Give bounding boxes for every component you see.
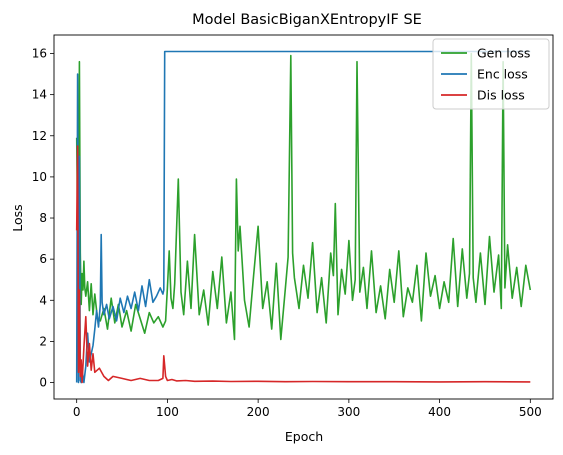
y-tick-label: 12 (32, 129, 47, 143)
axes-frame (53, 34, 554, 400)
series-line-2 (75, 145, 531, 384)
axis-ticks: 0 100 200 300 400 500 0 2 4 6 8 10 12 14 16 (32, 47, 542, 419)
x-tick-label: 0 (73, 405, 81, 419)
legend: Gen loss Enc loss Dis loss (432, 38, 550, 110)
y-tick-label: 16 (32, 47, 47, 61)
series-line-1 (75, 50, 531, 384)
legend-label: Enc loss (477, 67, 528, 82)
y-tick-label: 4 (39, 293, 47, 307)
x-tick-label: 200 (247, 405, 270, 419)
legend-box (432, 38, 550, 110)
series-line-0 (75, 52, 532, 341)
y-tick-label: 0 (39, 376, 47, 390)
plot-area (53, 34, 554, 400)
x-tick-label: 100 (156, 405, 179, 419)
x-axis-label: Epoch (285, 429, 323, 444)
y-tick-label: 6 (39, 252, 47, 266)
x-tick-label: 500 (519, 405, 542, 419)
y-tick-label: 8 (39, 211, 47, 225)
y-tick-label: 2 (39, 334, 47, 348)
legend-label: Dis loss (477, 88, 525, 103)
x-tick-label: 400 (428, 405, 451, 419)
chart-title: Model BasicBiganXEntropyIF SE (192, 12, 422, 28)
legend-label: Gen loss (477, 46, 530, 61)
y-tick-label: 10 (32, 170, 47, 184)
y-tick-label: 14 (32, 88, 47, 102)
x-tick-label: 300 (337, 405, 360, 419)
y-axis-label: Loss (10, 204, 25, 231)
